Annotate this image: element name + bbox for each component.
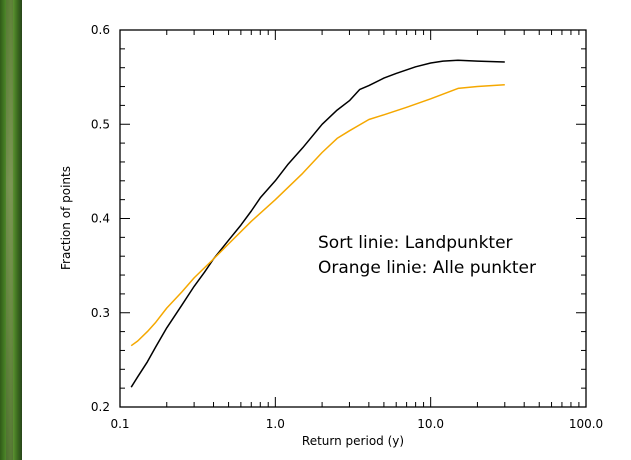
series-lines [130,59,505,388]
series-line-0 [130,59,505,388]
y-tick-label: 0.4 [91,212,110,226]
annotation-black-line: Sort linie: Landpunkter [318,233,513,253]
y-tick-label: 0.6 [91,23,110,37]
y-axis-label: Fraction of points [59,166,73,270]
x-tick-labels: 0.1 1.0 10.0 100.0 [110,417,603,431]
y-tick-labels: 0.2 0.3 0.4 0.5 0.6 [91,23,110,414]
x-tick-label: 0.1 [110,417,129,431]
foliage-photo-strip [0,0,22,460]
plot-frame [119,29,587,408]
x-axis-label: Return period (y) [302,434,404,448]
x-tick-label: 1.0 [266,417,285,431]
axis-ticks [119,29,587,408]
y-tick-label: 0.3 [91,306,110,320]
series-line-1 [130,83,505,347]
x-tick-label: 100.0 [569,417,603,431]
annotation-orange-line: Orange linie: Alle punkter [318,258,536,278]
x-tick-label: 10.0 [417,417,444,431]
y-tick-label: 0.5 [91,117,110,131]
y-tick-label: 0.2 [91,400,110,414]
